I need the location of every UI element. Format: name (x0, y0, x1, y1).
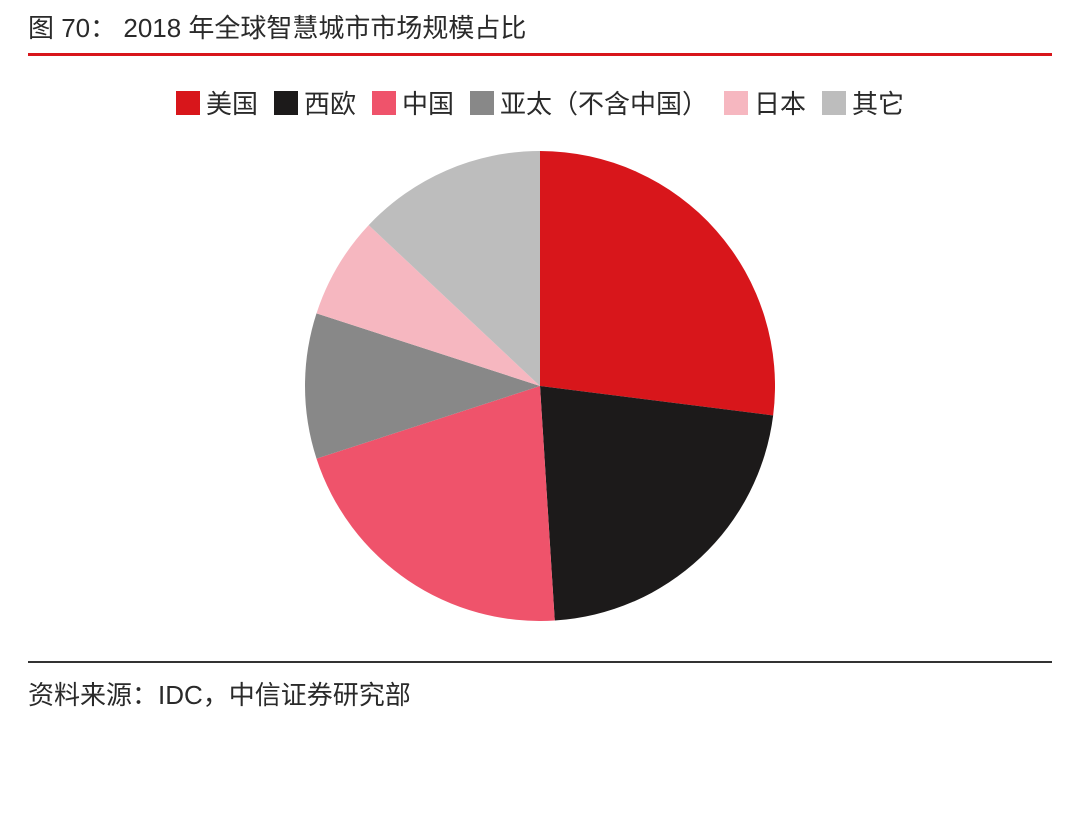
chart-title: 图 70： 2018 年全球智慧城市市场规模占比 (28, 8, 1052, 53)
footer-divider (28, 661, 1052, 663)
legend-label: 亚太（不含中国） (500, 84, 708, 121)
legend-swatch (372, 91, 396, 115)
title-divider (28, 53, 1052, 56)
legend-item: 亚太（不含中国） (470, 84, 708, 121)
legend-label: 中国 (402, 84, 454, 121)
legend-label: 其它 (852, 84, 904, 121)
pie-slice (540, 386, 773, 621)
legend-label: 美国 (206, 84, 258, 121)
pie-chart (305, 151, 775, 621)
legend-swatch (724, 91, 748, 115)
legend-item: 美国 (176, 84, 258, 121)
legend-swatch (274, 91, 298, 115)
legend-swatch (822, 91, 846, 115)
legend-swatch (470, 91, 494, 115)
legend-label: 西欧 (304, 84, 356, 121)
legend-label: 日本 (754, 84, 806, 121)
legend-swatch (176, 91, 200, 115)
legend-item: 中国 (372, 84, 454, 121)
legend-item: 西欧 (274, 84, 356, 121)
legend-item: 日本 (724, 84, 806, 121)
legend-item: 其它 (822, 84, 904, 121)
chart-area (28, 151, 1052, 621)
pie-slice (540, 151, 775, 415)
source-label: 资料来源：IDC，中信证券研究部 (28, 675, 1052, 712)
legend: 美国 西欧 中国 亚太（不含中国） 日本 其它 (28, 84, 1052, 121)
